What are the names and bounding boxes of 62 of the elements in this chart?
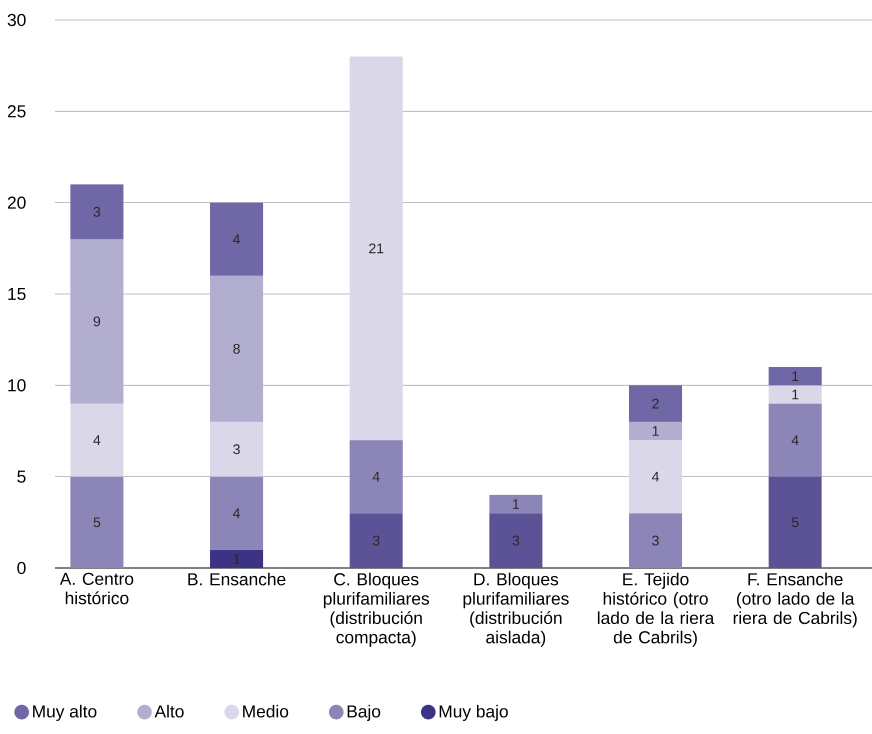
bar bbox=[629, 422, 682, 440]
y-tick-label: 30 bbox=[8, 14, 26, 26]
bar bbox=[489, 513, 542, 568]
data-label: 1 bbox=[234, 554, 240, 564]
data-label: 4 bbox=[792, 435, 799, 445]
x-tick-label: D. Bloques plurifamiliares (distribución aislada) bbox=[464, 572, 569, 647]
bar bbox=[70, 404, 124, 477]
x-tick-label: E. Tejido histórico (otro lado de la riera de Cabrils) bbox=[598, 572, 714, 647]
data-label: 8 bbox=[233, 344, 240, 354]
x-tick-label: A. Centro histórico bbox=[60, 572, 134, 604]
bar bbox=[768, 367, 822, 386]
bar bbox=[350, 513, 403, 568]
legend-label: Medio bbox=[243, 704, 288, 718]
bar bbox=[210, 202, 264, 276]
bar bbox=[350, 440, 403, 514]
data-label: 4 bbox=[232, 234, 240, 244]
bar bbox=[768, 476, 822, 568]
y-tick-label: 5 bbox=[17, 470, 26, 483]
bar bbox=[70, 239, 124, 404]
data-label: 4 bbox=[232, 508, 240, 518]
data-label: 1 bbox=[652, 426, 659, 436]
data-label: 3 bbox=[94, 206, 100, 217]
bar bbox=[629, 513, 682, 568]
data-label: 3 bbox=[652, 536, 659, 546]
x-tick-label: F. Ensanche (otro lado de la riera de Cabrils) bbox=[734, 572, 857, 628]
data-label: 3 bbox=[372, 536, 380, 546]
y-tick-label: 15 bbox=[8, 288, 26, 300]
bar bbox=[629, 440, 682, 514]
bar bbox=[489, 494, 542, 514]
x-tick-label: B. Ensanche bbox=[188, 572, 286, 586]
data-label: 2 bbox=[652, 398, 659, 408]
bar bbox=[629, 385, 682, 422]
legend-label: Muy alto bbox=[33, 704, 96, 721]
bar bbox=[768, 385, 822, 404]
data-label: 1 bbox=[792, 390, 798, 400]
legend-label: Bajo bbox=[348, 704, 380, 721]
bar bbox=[70, 184, 124, 240]
data-label: 21 bbox=[369, 243, 384, 254]
data-label: 1 bbox=[792, 371, 798, 382]
data-label: 5 bbox=[792, 517, 798, 528]
y-tick-label: 20 bbox=[8, 196, 26, 209]
bar bbox=[210, 276, 264, 422]
bar bbox=[768, 404, 822, 477]
y-tick-label: 25 bbox=[8, 105, 26, 118]
data-label: 4 bbox=[93, 435, 100, 445]
data-label: 1 bbox=[513, 499, 520, 509]
x-tick-label: C. Bloques plurifamiliares (distribución compacta) bbox=[324, 572, 430, 647]
data-label: 4 bbox=[652, 472, 659, 482]
bar bbox=[210, 476, 264, 550]
bar bbox=[350, 56, 403, 440]
bar bbox=[210, 550, 264, 568]
data-label: 5 bbox=[94, 517, 100, 528]
legend-label: Alto bbox=[154, 704, 184, 718]
data-label: 3 bbox=[233, 444, 240, 454]
bar bbox=[210, 422, 264, 477]
data-label: 3 bbox=[512, 536, 520, 546]
data-label: 9 bbox=[94, 316, 100, 326]
legend-label: Muy bajo bbox=[440, 704, 508, 721]
bar bbox=[70, 476, 124, 568]
data-label: 4 bbox=[372, 472, 380, 482]
y-tick-label: 0 bbox=[17, 562, 26, 574]
y-tick-label: 10 bbox=[8, 379, 26, 392]
